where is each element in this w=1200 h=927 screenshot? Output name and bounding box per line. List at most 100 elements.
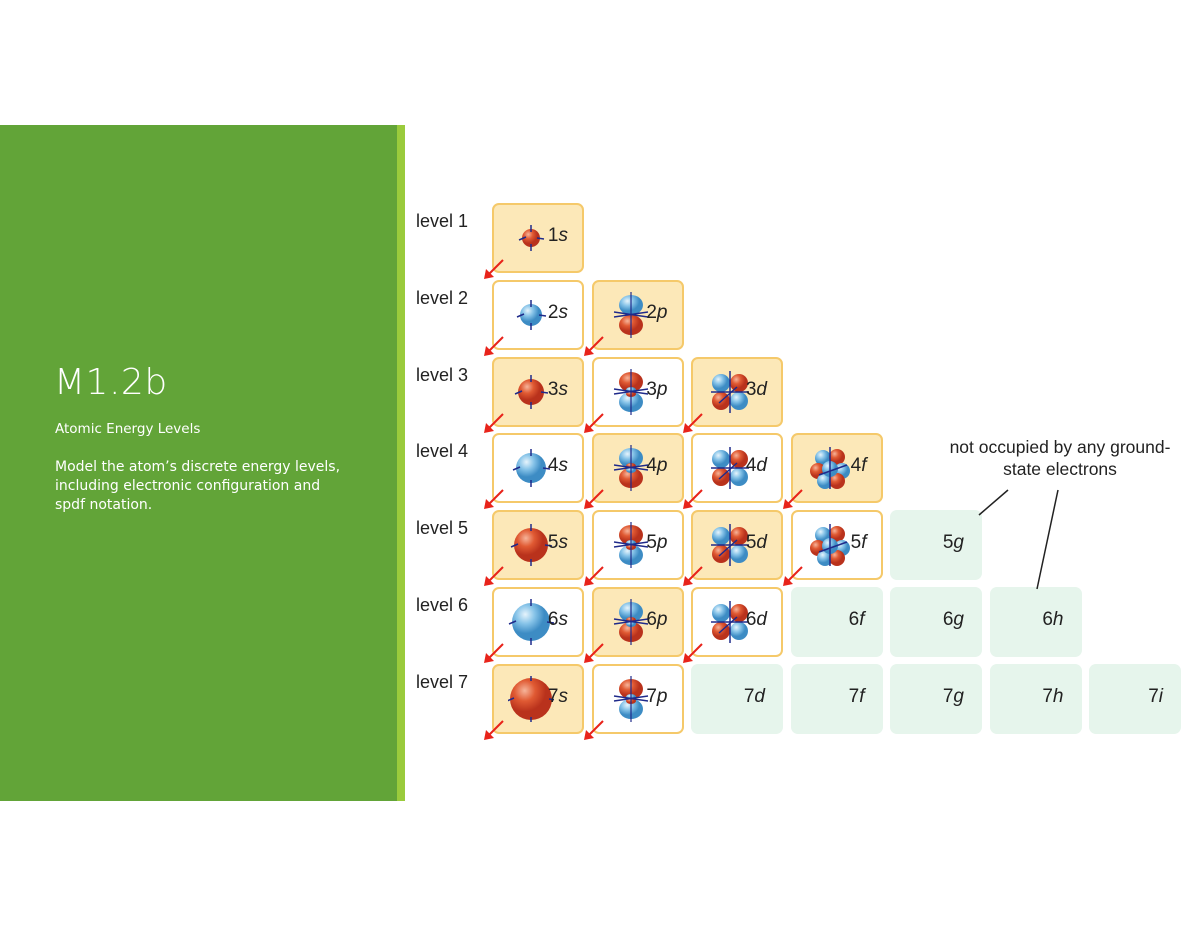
level-label: level 5 bbox=[416, 518, 469, 539]
filling-order-arrow-icon bbox=[682, 642, 704, 664]
filling-order-arrow-icon bbox=[483, 642, 505, 664]
orbital-cell-6s: 6s bbox=[492, 587, 584, 657]
level-label: level 7 bbox=[416, 671, 469, 692]
d-orbital-icon bbox=[711, 601, 749, 643]
f-orbital-icon bbox=[809, 524, 850, 567]
orbital-label: 7d bbox=[743, 685, 765, 707]
level-label: level 6 bbox=[416, 595, 469, 615]
filling-order-arrow-icon bbox=[583, 335, 605, 357]
d-orbital-icon bbox=[711, 524, 749, 567]
d-orbital-icon bbox=[711, 447, 749, 490]
orbital-label: 4p bbox=[646, 455, 668, 477]
level-label: level 3 bbox=[416, 364, 469, 385]
orbital-label: 5p bbox=[646, 532, 668, 554]
level-label: level 1 bbox=[416, 211, 469, 231]
filling-order-arrow-icon bbox=[483, 335, 505, 357]
orbital-cell-4p: 4p bbox=[591, 433, 684, 504]
p-orbital-icon bbox=[613, 675, 648, 722]
filling-order-arrow-icon bbox=[583, 642, 605, 664]
s-orbital-icon bbox=[512, 449, 551, 488]
slide-subtitle: Atomic Energy Levels bbox=[55, 421, 201, 437]
accent-bar bbox=[397, 125, 405, 801]
s-orbital-icon bbox=[510, 524, 553, 567]
orbital-label: 7g bbox=[942, 685, 964, 707]
orbital-label: 4f bbox=[850, 455, 867, 477]
filling-order-arrow-icon bbox=[782, 565, 804, 587]
orbital-label: 6f bbox=[848, 609, 865, 630]
filling-order-arrow-icon bbox=[583, 719, 605, 741]
title-panel bbox=[0, 125, 397, 801]
orbital-cell-6d: 6d bbox=[691, 587, 783, 657]
orbital-cell-3s: 3s bbox=[492, 356, 584, 427]
orbital-label: 7i bbox=[1148, 685, 1163, 707]
orbital-cell-1s: 1s bbox=[492, 203, 584, 273]
s-orbital-icon bbox=[518, 225, 545, 251]
orbital-cell-2p: 2p bbox=[591, 279, 684, 350]
s-orbital-icon bbox=[508, 599, 554, 645]
orbital-cell-7h: 7h bbox=[989, 663, 1082, 734]
s-orbital-icon bbox=[514, 374, 549, 409]
filling-order-arrow-icon bbox=[682, 412, 704, 434]
p-orbital-icon bbox=[613, 599, 648, 645]
orbital-label: 2s bbox=[547, 301, 568, 323]
orbital-label: 5g bbox=[942, 532, 964, 554]
filling-order-arrow-icon bbox=[583, 565, 605, 587]
orbital-label: 7p bbox=[646, 685, 668, 707]
d-orbital-icon bbox=[711, 370, 749, 413]
orbital-label: 6s bbox=[547, 609, 568, 630]
orbital-label: 7f bbox=[848, 685, 865, 707]
filling-order-arrow-icon bbox=[483, 719, 505, 741]
orbital-label: 5s bbox=[547, 532, 568, 554]
orbital-cell-7p: 7p bbox=[591, 663, 684, 734]
orbital-label: 6h bbox=[1042, 609, 1064, 630]
slide-description: Model the atom’s discrete energy levels,… bbox=[55, 459, 341, 513]
orbital-label: 6g bbox=[942, 609, 964, 630]
s-orbital-icon bbox=[508, 675, 554, 722]
orbital-cell-5d: 5d bbox=[691, 510, 783, 581]
orbital-label: 7s bbox=[547, 685, 568, 707]
orbital-label: 3s bbox=[547, 378, 568, 400]
p-orbital-icon bbox=[613, 522, 648, 569]
orbital-cell-7f: 7f bbox=[790, 663, 883, 734]
orbital-label: 7h bbox=[1042, 685, 1064, 707]
orbital-cell-2s: 2s bbox=[492, 279, 584, 350]
orbital-label: 5f bbox=[850, 532, 867, 554]
orbital-label: 5d bbox=[745, 532, 767, 554]
orbital-cell-7g: 7g bbox=[890, 663, 982, 734]
filling-order-arrow-icon bbox=[483, 412, 505, 434]
f-orbital-icon bbox=[809, 447, 850, 490]
orbital-label: 6d bbox=[745, 609, 767, 630]
filling-order-arrow-icon bbox=[483, 488, 505, 510]
filling-order-arrow-icon bbox=[782, 488, 804, 510]
filling-order-arrow-icon bbox=[483, 258, 505, 280]
orbital-cell-5p: 5p bbox=[591, 510, 684, 581]
annotation-text: not occupied by any ground-state electro… bbox=[949, 437, 1171, 479]
orbital-label: 6p bbox=[646, 609, 668, 630]
filling-order-arrow-icon bbox=[483, 565, 505, 587]
orbital-label: 4s bbox=[547, 455, 568, 477]
orbital-label: 3d bbox=[745, 378, 767, 400]
orbital-label: 4d bbox=[745, 455, 767, 477]
s-orbital-icon bbox=[516, 299, 547, 330]
orbital-cell-4d: 4d bbox=[691, 433, 783, 504]
orbital-cell-4s: 4s bbox=[492, 433, 584, 504]
orbital-cell-6f: 6f bbox=[790, 587, 883, 657]
orbital-label: 3p bbox=[646, 378, 668, 400]
orbital-cell-3d: 3d bbox=[691, 356, 783, 427]
orbital-cell-3p: 3p bbox=[591, 356, 684, 427]
orbital-cell-6g: 6g bbox=[890, 587, 982, 657]
orbital-cell-6p: 6p bbox=[591, 587, 684, 657]
orbital-cell-6h: 6h bbox=[989, 587, 1082, 657]
level-label: level 2 bbox=[416, 287, 469, 308]
slide-title: M1.2b bbox=[54, 362, 168, 403]
orbital-cell-5f: 5f bbox=[790, 510, 883, 581]
filling-order-arrow-icon bbox=[682, 565, 704, 587]
filling-order-arrow-icon bbox=[583, 488, 605, 510]
orbital-cell-5s: 5s bbox=[492, 510, 584, 581]
orbital-label: 1s bbox=[547, 225, 568, 246]
p-orbital-icon bbox=[613, 291, 648, 338]
level-label: level 4 bbox=[416, 441, 469, 462]
orbital-cell-5g: 5g bbox=[890, 510, 982, 581]
p-orbital-icon bbox=[613, 368, 648, 415]
orbital-cell-7d: 7d bbox=[691, 663, 783, 734]
